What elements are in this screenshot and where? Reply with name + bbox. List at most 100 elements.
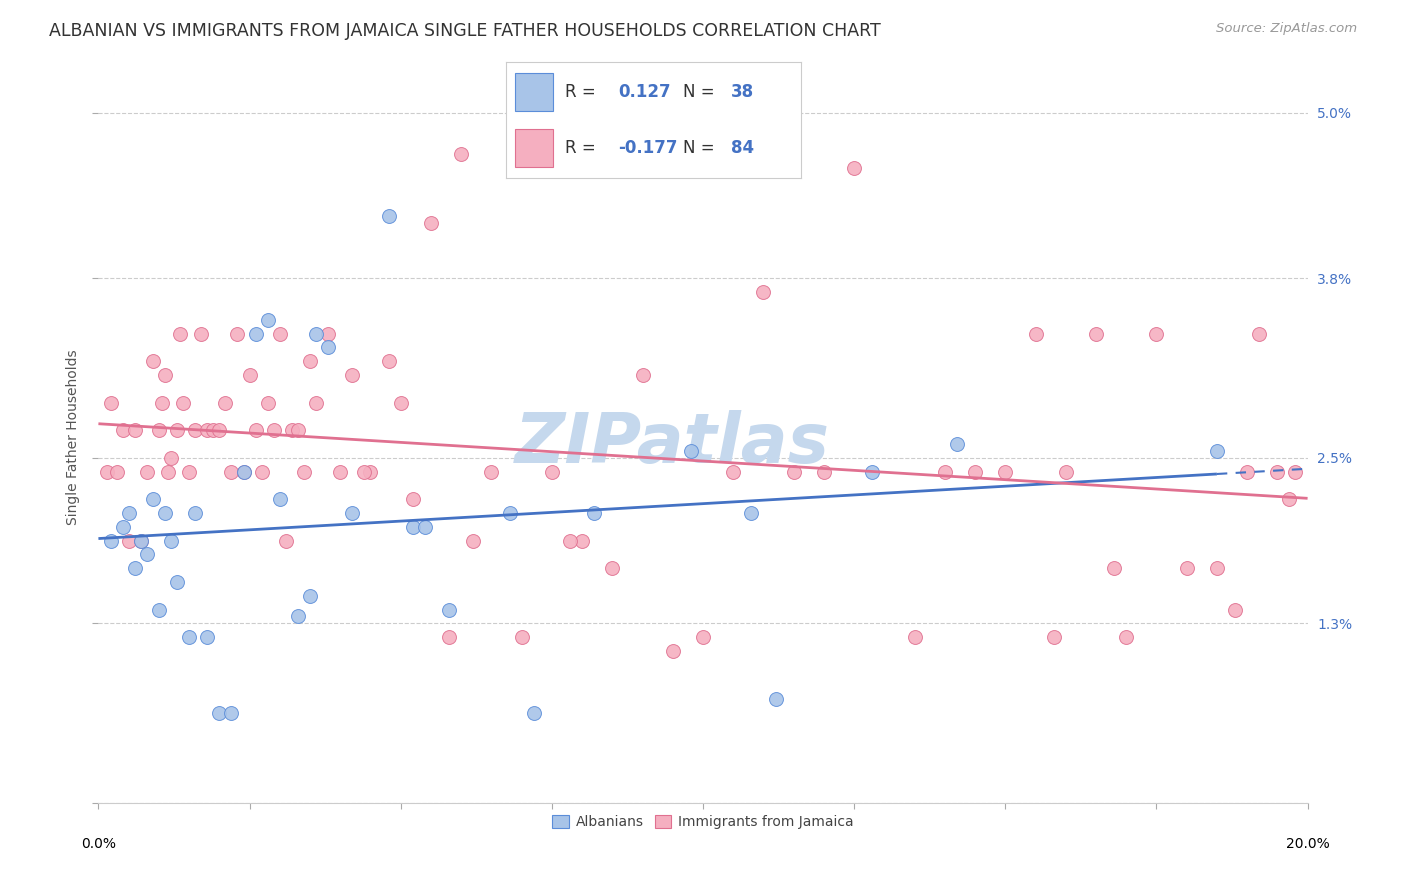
Point xyxy=(783,465,806,479)
Point xyxy=(221,706,243,720)
Y-axis label: Single Father Households: Single Father Households xyxy=(66,350,80,524)
Text: R =: R = xyxy=(565,138,602,157)
Point xyxy=(195,630,218,644)
Text: 84: 84 xyxy=(731,138,754,157)
Point xyxy=(160,533,183,548)
Point xyxy=(463,533,485,548)
Point xyxy=(1024,326,1046,341)
Point xyxy=(1278,492,1301,507)
Point xyxy=(232,465,254,479)
Point xyxy=(740,506,762,520)
Point xyxy=(96,465,118,479)
Point xyxy=(389,395,412,409)
Point xyxy=(353,465,375,479)
Point xyxy=(118,533,141,548)
Legend: Albanians, Immigrants from Jamaica: Albanians, Immigrants from Jamaica xyxy=(546,808,860,836)
Point xyxy=(1236,465,1258,479)
Point xyxy=(299,589,322,603)
Point xyxy=(281,423,304,437)
Point xyxy=(450,147,472,161)
Point xyxy=(631,368,654,382)
Point xyxy=(413,520,436,534)
Point xyxy=(540,465,562,479)
Point xyxy=(844,161,866,175)
Text: ALBANIAN VS IMMIGRANTS FROM JAMAICA SINGLE FATHER HOUSEHOLDS CORRELATION CHART: ALBANIAN VS IMMIGRANTS FROM JAMAICA SING… xyxy=(49,22,882,40)
Point xyxy=(195,423,218,437)
Point xyxy=(118,506,141,520)
Point xyxy=(135,548,157,562)
Point xyxy=(135,465,157,479)
Point xyxy=(202,423,225,437)
Text: 0.0%: 0.0% xyxy=(82,838,115,851)
Point xyxy=(111,520,134,534)
Point xyxy=(510,630,533,644)
Point xyxy=(179,630,201,644)
Text: N =: N = xyxy=(683,138,720,157)
Point xyxy=(679,443,702,458)
Point xyxy=(287,423,309,437)
Point xyxy=(692,630,714,644)
Point xyxy=(377,354,399,368)
Point xyxy=(263,423,285,437)
Point xyxy=(1206,561,1229,575)
Point xyxy=(1223,602,1246,616)
Point xyxy=(256,312,278,326)
Point xyxy=(214,395,236,409)
Point xyxy=(437,602,460,616)
Point xyxy=(558,533,581,548)
Point xyxy=(329,465,352,479)
Point xyxy=(661,644,683,658)
Point xyxy=(184,423,207,437)
Point xyxy=(481,465,503,479)
FancyBboxPatch shape xyxy=(515,73,554,112)
Point xyxy=(904,630,927,644)
Point xyxy=(179,465,201,479)
Point xyxy=(316,340,339,354)
Point xyxy=(221,465,243,479)
Point xyxy=(124,561,146,575)
Point xyxy=(420,216,443,230)
Point xyxy=(994,465,1017,479)
Point xyxy=(752,285,775,300)
Point xyxy=(292,465,315,479)
Point xyxy=(287,609,309,624)
Point xyxy=(172,395,194,409)
Point xyxy=(129,533,152,548)
Point xyxy=(226,326,249,341)
Point xyxy=(1175,561,1198,575)
Point xyxy=(946,437,969,451)
Point xyxy=(1042,630,1064,644)
Point xyxy=(166,574,188,589)
Point xyxy=(129,533,152,548)
Point xyxy=(860,465,883,479)
Point xyxy=(1115,630,1137,644)
Point xyxy=(148,423,170,437)
Point xyxy=(1054,465,1077,479)
Point xyxy=(142,492,165,507)
Point xyxy=(111,423,134,437)
Text: R =: R = xyxy=(565,83,602,101)
Point xyxy=(100,395,122,409)
Point xyxy=(232,465,254,479)
Point xyxy=(1085,326,1108,341)
Point xyxy=(184,506,207,520)
Point xyxy=(305,395,328,409)
FancyBboxPatch shape xyxy=(515,128,554,167)
Point xyxy=(965,465,987,479)
Point xyxy=(1284,465,1306,479)
Text: Source: ZipAtlas.com: Source: ZipAtlas.com xyxy=(1216,22,1357,36)
Point xyxy=(342,506,364,520)
Point xyxy=(1267,465,1289,479)
Point xyxy=(190,326,212,341)
Point xyxy=(316,326,339,341)
Point xyxy=(256,395,278,409)
Point xyxy=(245,423,267,437)
Point xyxy=(402,492,425,507)
Point xyxy=(124,423,146,437)
Point xyxy=(377,209,399,223)
Point xyxy=(723,465,745,479)
Point xyxy=(602,561,624,575)
Point xyxy=(100,533,122,548)
Text: N =: N = xyxy=(683,83,720,101)
Point xyxy=(166,423,188,437)
